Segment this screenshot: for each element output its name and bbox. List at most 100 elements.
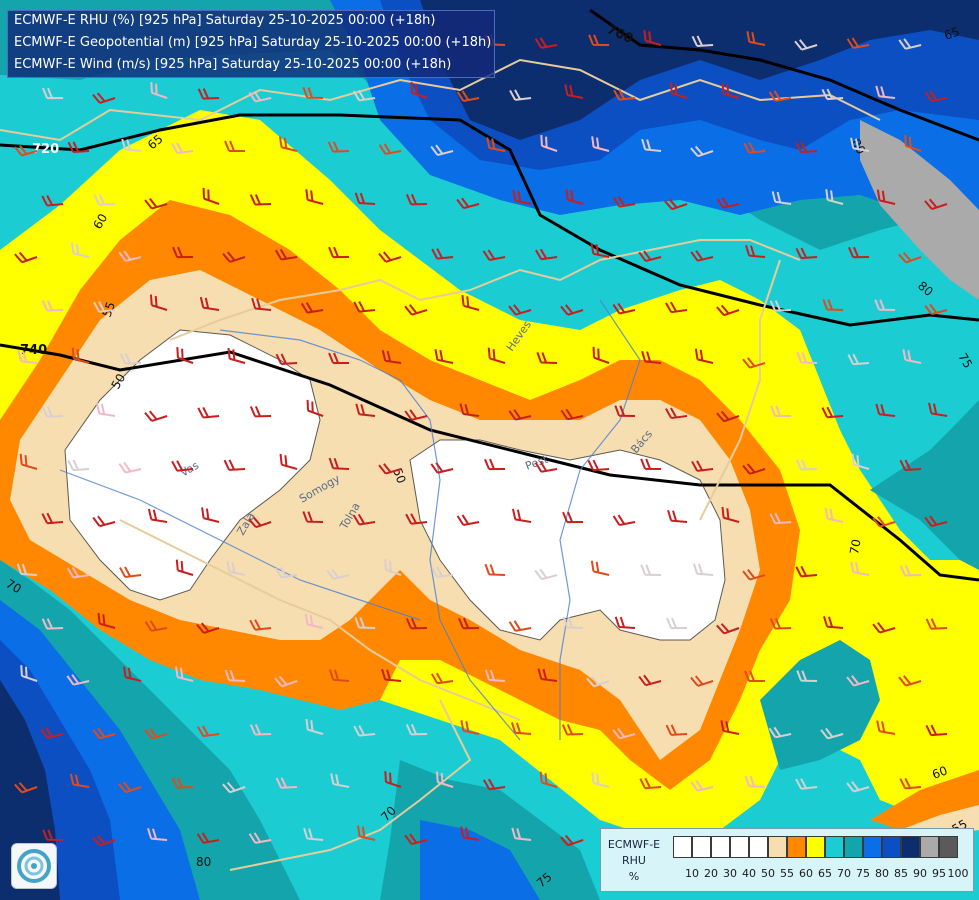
wind-barb xyxy=(534,568,558,581)
wind-barb xyxy=(248,516,272,529)
wind-barb xyxy=(302,86,324,99)
rhu-label-75-east: 75 xyxy=(955,351,975,371)
geopotential-label-720: 720 xyxy=(32,142,59,157)
wind-barb xyxy=(430,144,454,157)
wind-barb xyxy=(41,195,64,207)
legend-tick-label: 70 xyxy=(837,867,851,880)
wind-barb xyxy=(691,460,714,472)
wind-barb xyxy=(539,771,558,788)
wind-barb xyxy=(721,82,740,99)
rhu-label-80-east: 80 xyxy=(915,279,936,300)
wind-barb xyxy=(248,832,272,844)
legend-tick-label: 65 xyxy=(818,867,832,880)
rhu-label-80-bottom: 80 xyxy=(196,855,211,869)
wind-barb xyxy=(20,665,38,682)
legend-swatch xyxy=(882,836,901,858)
wind-barb xyxy=(227,347,246,364)
wind-barb xyxy=(924,303,948,316)
wind-barb xyxy=(638,674,662,687)
border-croatia xyxy=(119,519,521,721)
wind-barb xyxy=(69,773,90,788)
wind-barb xyxy=(172,246,194,259)
wind-barb xyxy=(667,509,688,523)
title-box: ECMWF-E RHU (%) [925 hPa] Saturday 25-10… xyxy=(7,10,495,78)
wind-barb xyxy=(716,410,740,423)
wind-barb xyxy=(540,135,558,152)
wind-barb xyxy=(483,778,506,791)
wind-barb xyxy=(171,142,194,154)
wind-barb xyxy=(95,402,116,417)
wind-barb xyxy=(484,669,506,682)
wind-barb xyxy=(248,90,272,103)
wind-barb xyxy=(876,189,896,205)
geopotential-line-700 xyxy=(589,8,979,142)
wind-barb xyxy=(742,357,766,369)
wind-barb xyxy=(899,777,922,790)
wind-barb xyxy=(201,507,220,523)
legend-swatch xyxy=(844,836,863,858)
legend-tick-label: 50 xyxy=(761,867,775,880)
wind-barb xyxy=(511,827,532,841)
wind-barb xyxy=(144,198,168,210)
wind-barb xyxy=(381,350,402,364)
wind-barb xyxy=(66,566,90,579)
wind-barb xyxy=(456,90,480,102)
wind-barb xyxy=(302,511,324,523)
wind-barb xyxy=(898,251,922,264)
wind-barb xyxy=(690,145,714,158)
wind-barb xyxy=(196,622,220,634)
wind-barb xyxy=(274,566,298,579)
wind-barb xyxy=(144,727,168,740)
wind-barb xyxy=(305,189,324,205)
wind-barb xyxy=(846,37,870,49)
wind-barb xyxy=(850,561,870,576)
wind-barb xyxy=(850,137,870,152)
wind-barb xyxy=(275,353,298,365)
wind-barb xyxy=(92,515,116,528)
wind-barb xyxy=(795,565,818,578)
wind-barb xyxy=(716,623,740,635)
wind-barb xyxy=(17,350,38,364)
wind-barb xyxy=(171,777,194,789)
wind-barb xyxy=(251,297,272,311)
legend-swatch xyxy=(673,836,692,858)
wind-barb xyxy=(534,461,558,473)
geopotential-contours xyxy=(0,8,979,582)
rhu-label-60: 60 xyxy=(90,211,110,231)
rhu-area-95-grey xyxy=(860,120,979,300)
wind-barb xyxy=(223,459,246,471)
wind-barb xyxy=(405,617,428,630)
wind-barb xyxy=(795,459,818,471)
wind-barb xyxy=(848,246,870,259)
wind-barb xyxy=(716,304,740,317)
wind-barb xyxy=(770,405,792,417)
rhu-area-75-blue-bottom xyxy=(420,820,540,900)
wind-barb xyxy=(66,674,90,686)
wind-barb xyxy=(510,722,532,735)
wind-barb xyxy=(197,88,220,100)
wind-barb xyxy=(222,251,246,263)
wind-barb xyxy=(249,619,272,631)
wind-barb xyxy=(378,463,402,475)
wind-barb xyxy=(924,198,948,211)
rhu-legend: ECMWF-E RHU % 10 20 30 40 50 55 60 65 70 75 80 85 90… xyxy=(600,828,974,892)
rhu-label-70-sw: 70 xyxy=(4,576,24,596)
wind-barb xyxy=(484,458,506,471)
rhu-contours xyxy=(64,329,726,641)
wind-barb xyxy=(147,828,168,841)
geopotential-line-720 xyxy=(0,113,979,327)
wind-barb xyxy=(591,136,610,152)
wind-barb xyxy=(378,251,402,263)
wind-barb xyxy=(641,350,662,364)
legend-swatch xyxy=(863,836,882,858)
legend-swatch xyxy=(920,836,939,858)
wind-barb xyxy=(640,564,662,576)
legend-swatch xyxy=(730,836,749,858)
wind-barb xyxy=(278,136,298,152)
legend-swatch xyxy=(711,836,730,858)
wind-barb xyxy=(150,82,168,99)
rhu-contour-50-east xyxy=(409,439,726,641)
wind-barb xyxy=(664,198,688,211)
legend-tick-label: 10 xyxy=(685,867,699,880)
wind-barb xyxy=(820,727,844,740)
